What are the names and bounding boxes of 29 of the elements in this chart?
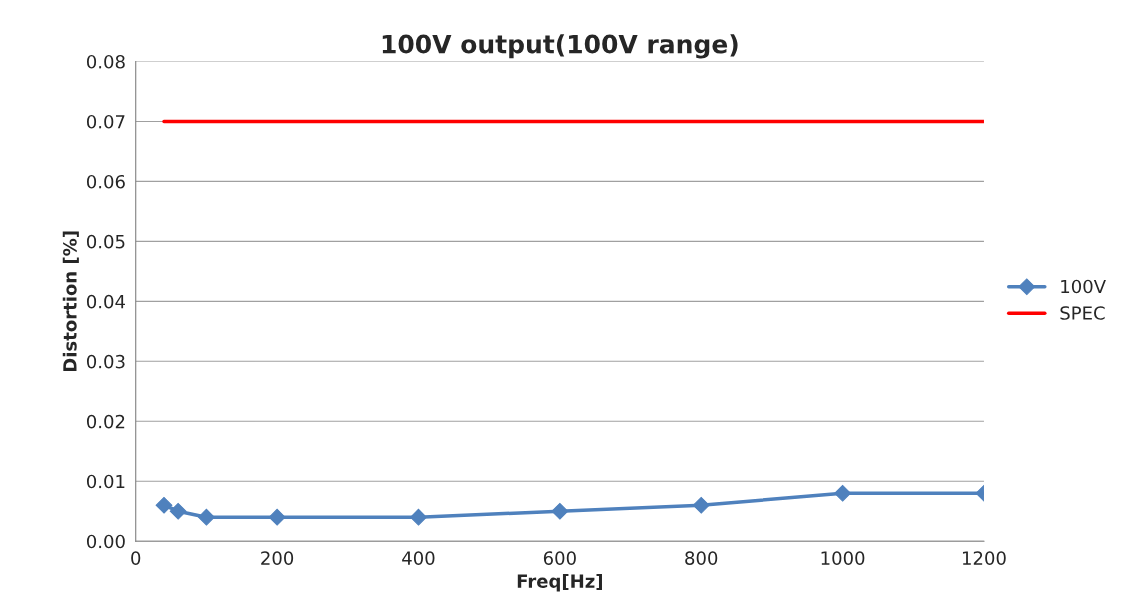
x-tick-label: 1000 xyxy=(821,551,865,565)
point xyxy=(410,508,427,526)
x-axis-title: Freq[Hz] xyxy=(517,573,602,592)
point xyxy=(155,496,173,514)
y-tick-label: 0.01 xyxy=(86,474,125,489)
point xyxy=(268,508,286,526)
y-axis-title: Distortion [%] xyxy=(62,231,79,372)
y-tick-label: 0.00 xyxy=(86,534,125,549)
x-tick-label: 800 xyxy=(685,551,718,565)
y-tick-label: 0.03 xyxy=(86,354,125,369)
y-tick-label: 0.08 xyxy=(86,54,125,69)
y-tick-label: 0.07 xyxy=(86,114,125,129)
x-tick-label: 0 xyxy=(131,551,141,565)
x-tick-label: 1200 xyxy=(962,551,1006,565)
y-tick-label: 0.05 xyxy=(86,234,125,249)
y-tick-label: 0.02 xyxy=(86,414,125,429)
x-tick-label: 200 xyxy=(261,551,294,565)
legend-label: 100V xyxy=(1061,279,1106,294)
point xyxy=(692,496,710,514)
chart-title: 100V output(100V range) xyxy=(382,34,738,59)
y-tick-label: 0.06 xyxy=(86,174,125,189)
point xyxy=(198,508,215,526)
y-tick-label: 0.04 xyxy=(86,294,125,309)
x-tick-label: 400 xyxy=(402,551,435,565)
point xyxy=(834,484,851,502)
point xyxy=(551,502,569,520)
point xyxy=(169,502,187,520)
legend-label: SPEC xyxy=(1060,306,1105,320)
x-tick-label: 600 xyxy=(543,551,576,565)
